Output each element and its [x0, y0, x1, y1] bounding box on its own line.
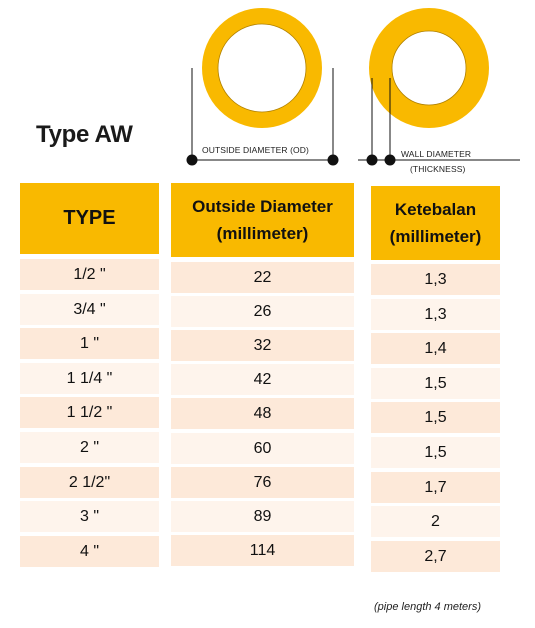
- wall-thickness-label: (THICKNESS): [410, 164, 466, 174]
- pipe-length-note: (pipe length 4 meters): [374, 601, 481, 613]
- thickness-cell: 1,7: [371, 472, 500, 503]
- thickness-column-header: Ketebalan (millimeter): [371, 186, 500, 260]
- thickness-cell: 1,5: [371, 402, 500, 433]
- thickness-header-line2: (millimeter): [389, 227, 482, 246]
- od-cell: 60: [171, 433, 354, 464]
- type-cell: 1/2 ": [20, 259, 159, 290]
- od-marker-right: [327, 154, 339, 166]
- od-header-line1: Outside Diameter: [192, 197, 333, 216]
- type-cell: 1 ": [20, 328, 159, 359]
- od-cell: 114: [171, 535, 354, 566]
- pipe-diagram: [186, 8, 520, 166]
- thickness-cell: 2,7: [371, 541, 500, 572]
- type-cell: 4 ": [20, 536, 159, 567]
- wall-diameter-label: WALL DIAMETER: [401, 149, 472, 159]
- page-title: Type AW: [36, 121, 133, 148]
- wall-marker-outer: [366, 154, 378, 166]
- od-header-line2: (millimeter): [216, 224, 309, 243]
- pipe-bore-od: [217, 23, 307, 113]
- od-cell: 32: [171, 330, 354, 361]
- od-cell: 89: [171, 501, 354, 532]
- thickness-cell: 1,3: [371, 299, 500, 330]
- type-cell: 2 1/2": [20, 467, 159, 498]
- outside-diameter-label: OUTSIDE DIAMETER (OD): [202, 145, 309, 155]
- type-cell: 3/4 ": [20, 294, 159, 325]
- thickness-cell: 1,4: [371, 333, 500, 364]
- pipe-bore-wall: [391, 30, 467, 106]
- type-header-text: TYPE: [63, 207, 116, 229]
- od-cell: 48: [171, 398, 354, 429]
- type-cell: 1 1/2 ": [20, 397, 159, 428]
- type-column-header: TYPE: [20, 183, 159, 254]
- type-cell: 2 ": [20, 432, 159, 463]
- od-marker-left: [186, 154, 198, 166]
- od-cell: 76: [171, 467, 354, 498]
- type-cell: 3 ": [20, 501, 159, 532]
- od-cell: 42: [171, 364, 354, 395]
- outside-diameter-column-header: Outside Diameter (millimeter): [171, 183, 354, 257]
- thickness-cell: 1,5: [371, 437, 500, 468]
- thickness-cell: 1,5: [371, 368, 500, 399]
- thickness-header-line1: Ketebalan: [394, 200, 477, 219]
- thickness-cell: 2: [371, 506, 500, 537]
- type-cell: 1 1/4 ": [20, 363, 159, 394]
- od-cell: 26: [171, 296, 354, 327]
- od-cell: 22: [171, 262, 354, 293]
- wall-marker-inner: [384, 154, 396, 166]
- thickness-cell: 1,3: [371, 264, 500, 295]
